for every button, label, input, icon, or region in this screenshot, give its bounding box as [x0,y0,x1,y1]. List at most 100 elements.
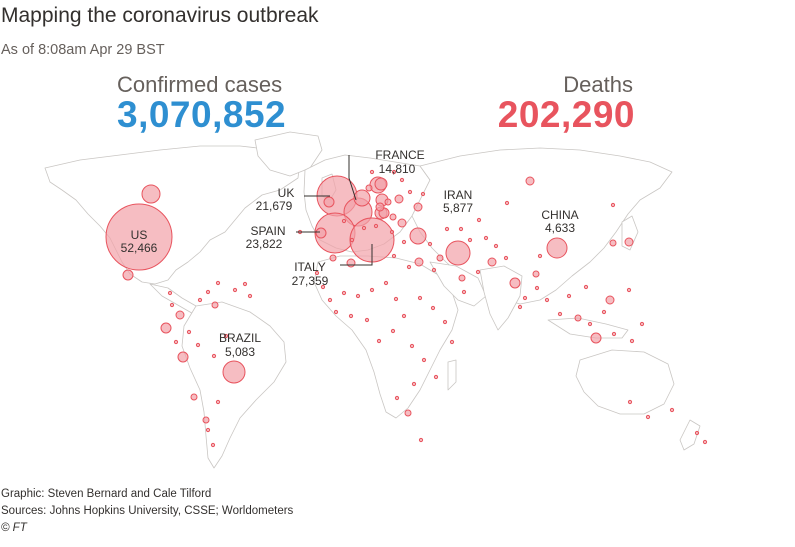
bubble-bangladesh [532,270,540,278]
land-asia [411,147,673,305]
bubble-us [105,203,173,271]
map-title: Mapping the coronavirus outbreak [1,4,319,27]
bubble-minor-58 [645,414,651,420]
label-italy-deaths: 27,359 [292,274,329,288]
bubble-minor-63 [639,321,645,327]
bubble-minor-10 [173,339,179,345]
bubble-minor-79 [373,223,379,229]
bubble-minor-9 [195,342,201,348]
bubble-minor-35 [333,309,339,315]
bubble-minor-14 [210,442,216,448]
bubble-minor-20 [341,290,347,296]
label-us-deaths: 52,466 [121,241,158,255]
bubble-minor-0 [232,287,238,293]
bubble-brazil [222,360,246,384]
bubble-minor-84 [391,169,397,175]
bubble-minor-27 [409,343,415,349]
bubble-minor-36 [417,295,423,301]
country-labels: US 52,466 UK 21,679 FRANCE 14,810 SPAIN … [121,148,579,359]
bubble-minor-23 [383,280,389,286]
bubble-dominican [211,301,219,309]
bubble-japan [624,237,634,247]
bubble-romania [397,218,407,228]
bubble-minor-22 [369,287,375,293]
land-australia [575,349,675,415]
bubbles-layer [105,169,708,448]
bubble-minor-57 [627,399,633,405]
bubble-minor-3 [205,289,211,295]
land-madagascar [447,359,457,391]
bubble-india [509,277,521,289]
bubble-s-korea [609,239,617,247]
bubble-minor-28 [421,357,427,363]
confirmed-cases-label: Confirmed cases [117,72,283,97]
bubble-minor-18 [320,284,326,290]
bubble-czechia [384,198,392,206]
bubble-minor-77 [349,237,355,243]
bubble-sweden [374,177,388,191]
bubble-chile [190,393,198,401]
bubble-minor-33 [364,317,370,323]
bubble-canada [141,184,161,204]
label-france-deaths: 14,810 [379,162,416,176]
bubble-denmark [365,184,373,192]
land-indonesia [547,317,629,339]
label-us-name: US [131,228,148,242]
land-north-america [44,145,301,285]
bubble-minor-73 [391,253,397,259]
bubble-austria [375,202,385,212]
bubble-minor-49 [544,297,550,303]
bubble-minor-41 [461,289,467,295]
bubble-minor-21 [355,293,361,299]
bubble-minor-78 [361,225,367,231]
bubble-minor-42 [475,269,481,275]
label-brazil-deaths: 5,083 [225,345,255,359]
bubble-colombia [175,310,185,320]
bubble-belgium [353,189,371,207]
bubble-minor-6 [167,290,173,296]
bubble-minor-83 [420,191,426,197]
bubble-egypt [414,257,424,267]
bubble-minor-45 [493,243,499,249]
label-iran-name: IRAN [444,188,473,202]
deaths-value: 202,290 [497,94,635,135]
label-spain-deaths: 23,822 [246,237,283,251]
bubble-minor-19 [327,297,333,303]
bubble-minor-34 [348,313,354,319]
bubble-minor-2 [247,293,253,299]
bubble-morocco [329,254,337,262]
bubble-algeria [346,258,356,268]
bubble-ecuador [160,322,172,334]
bubble-minor-7 [169,302,175,308]
bubble-minor-66 [537,253,543,259]
label-iran-deaths: 5,877 [443,201,473,215]
bubble-minor-59 [669,407,675,413]
bubble-minor-5 [197,297,203,303]
bubble-indonesia [590,332,602,344]
bubble-minor-4 [215,280,221,286]
bubble-minor-74 [406,264,412,270]
land-africa [313,255,459,419]
bubble-minor-17 [314,270,320,276]
bubble-minor-56 [629,338,635,344]
bubble-mexico [122,269,134,281]
land-new-zealand [679,419,701,451]
land-south-america [181,301,287,469]
bubble-minor-71 [427,241,433,247]
bubble-minor-8 [186,329,192,335]
bubble-peru [177,351,189,363]
bubble-hungary [389,213,397,221]
label-uk-deaths: 21,679 [256,199,293,213]
bubble-minor-70 [444,226,450,232]
bubble-minor-1 [242,281,248,287]
bubble-minor-24 [393,296,399,302]
bubble-china [546,237,568,259]
bubble-minor-80 [389,229,395,235]
bubble-malaysia [574,314,582,322]
bubble-minor-46 [503,255,509,261]
bubble-turkey [409,227,427,245]
credit-ft: © FT [1,522,27,534]
label-uk-name: UK [278,186,295,200]
bubble-minor-53 [587,321,593,327]
